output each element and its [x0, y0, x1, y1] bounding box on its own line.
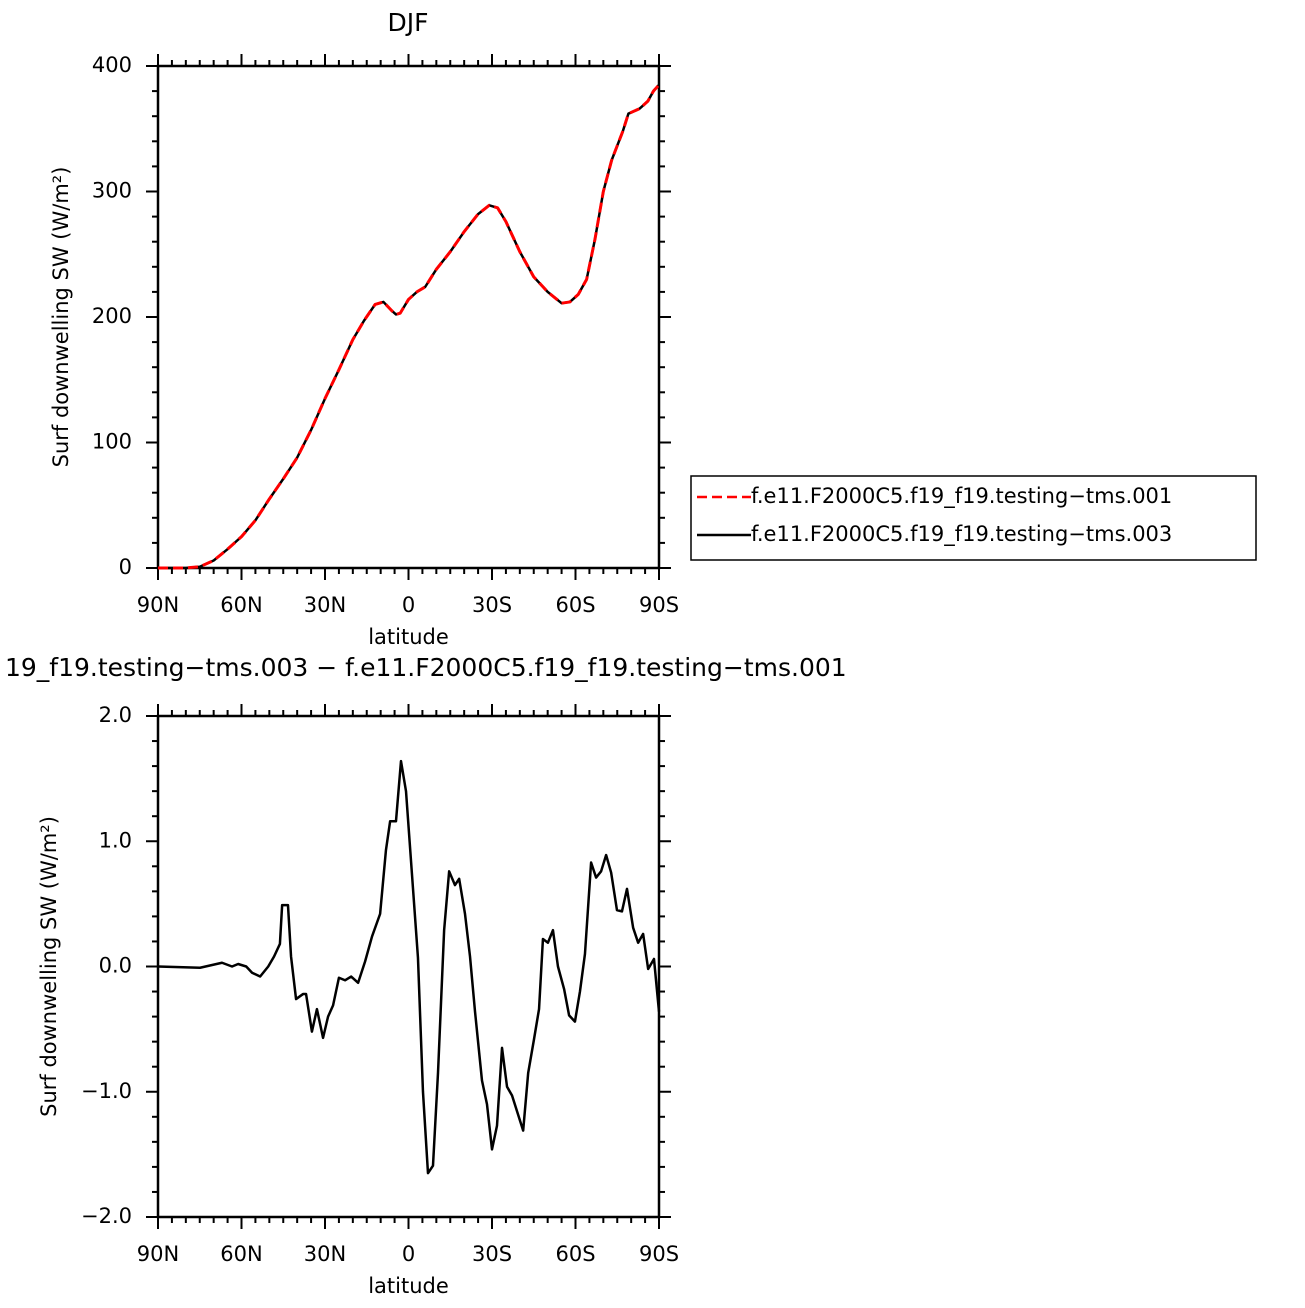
x-tick-label: 60S — [555, 1242, 595, 1266]
x-tick-label: 60N — [220, 1242, 262, 1266]
x-tick-label: 0 — [402, 1242, 415, 1266]
legend-box — [690, 475, 1257, 561]
y-tick-label: 400 — [92, 53, 132, 77]
y-tick-label: 0 — [119, 555, 132, 579]
x-tick-label: 30N — [304, 593, 346, 617]
y-tick-label: 100 — [92, 430, 132, 454]
y-tick-label: 1.0 — [99, 828, 132, 852]
x-tick-label: 90N — [137, 1242, 179, 1266]
x-axis-label: latitude — [368, 625, 449, 649]
plot-frame — [156, 64, 661, 570]
legend-label: f.e11.F2000C5.f19_f19.testing−tms.001 — [751, 484, 1172, 509]
chart-title: DJF — [387, 8, 428, 37]
x-tick-label: 90S — [639, 1242, 679, 1266]
x-tick-label: 60S — [555, 593, 595, 617]
x-tick-label: 30S — [472, 1242, 512, 1266]
x-tick-label: 30S — [472, 593, 512, 617]
y-tick-label: 300 — [92, 179, 132, 203]
y-tick-label: −2.0 — [81, 1204, 132, 1228]
x-tick-label: 90S — [639, 593, 679, 617]
legend-label: f.e11.F2000C5.f19_f19.testing−tms.003 — [751, 522, 1172, 547]
y-axis-label: Surf downwelling SW (W/m²) — [37, 816, 61, 1117]
x-tick-label: 30N — [304, 1242, 346, 1266]
y-tick-label: −1.0 — [81, 1079, 132, 1103]
data-line — [158, 83, 661, 570]
y-axis-label: Surf downwelling SW (W/m²) — [49, 167, 73, 468]
chart-title: 19_f19.testing−tms.003 − f.e11.F2000C5.f… — [5, 653, 847, 682]
x-axis-label: latitude — [368, 1274, 449, 1298]
data-line — [158, 83, 660, 570]
x-tick-label: 60N — [220, 593, 262, 617]
y-tick-label: 2.0 — [99, 703, 132, 727]
y-tick-label: 200 — [92, 304, 132, 328]
data-line — [157, 759, 661, 1175]
x-tick-label: 0 — [402, 593, 415, 617]
y-tick-label: 0.0 — [99, 954, 132, 978]
x-tick-label: 90N — [137, 593, 179, 617]
